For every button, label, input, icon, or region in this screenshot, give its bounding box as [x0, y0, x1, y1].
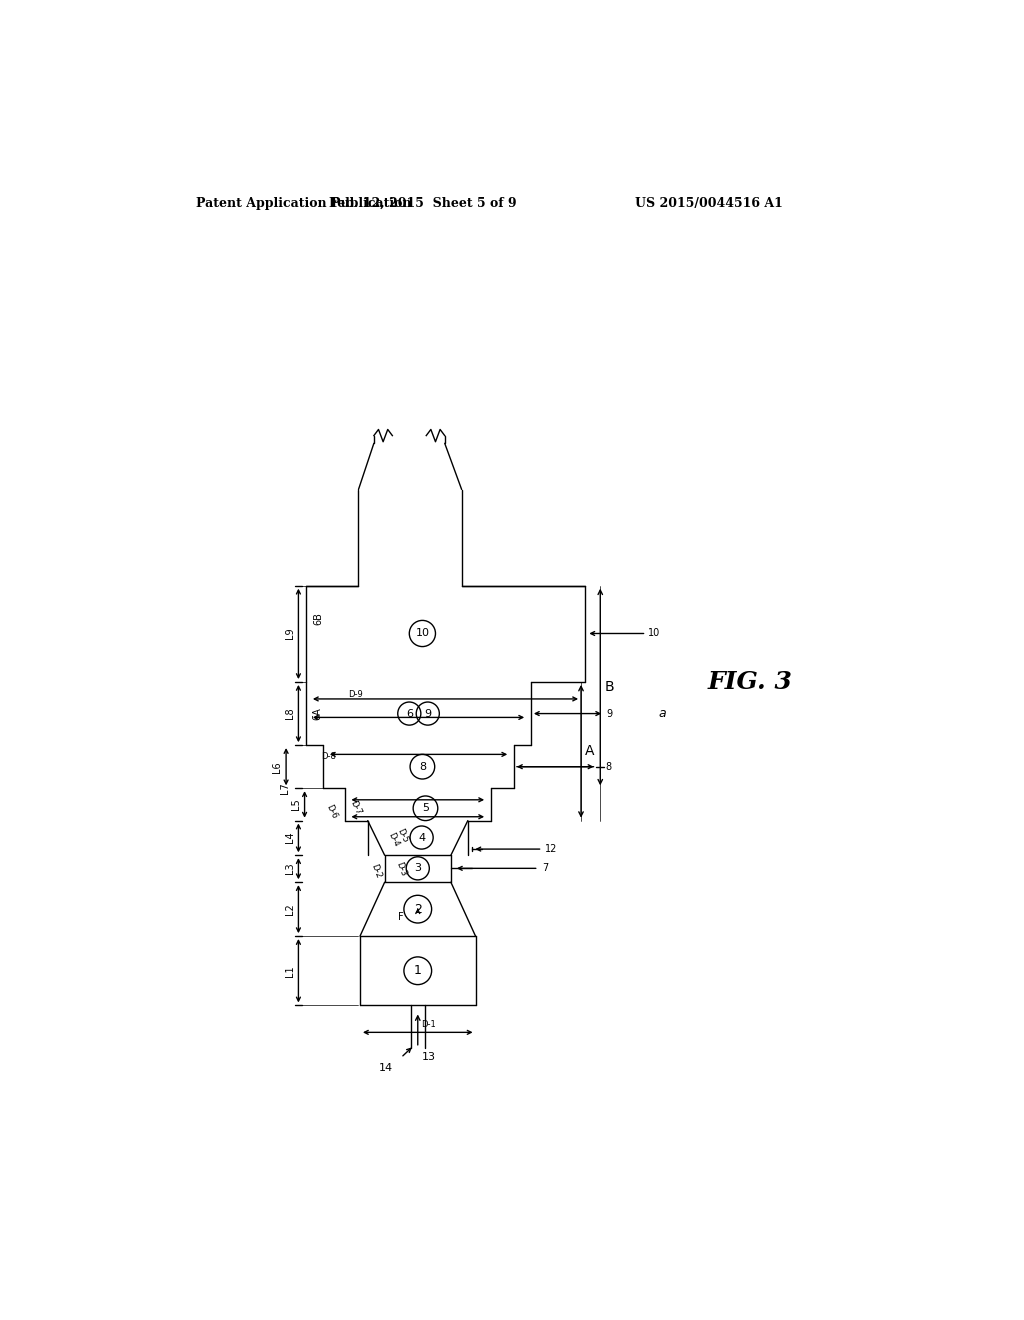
Text: 13: 13: [422, 1052, 435, 1061]
Text: 1: 1: [414, 964, 422, 977]
Text: Patent Application Publication: Patent Application Publication: [196, 197, 412, 210]
Text: L1: L1: [285, 965, 295, 977]
Text: D-3: D-3: [394, 861, 408, 878]
Text: 10: 10: [416, 628, 429, 639]
Text: 10: 10: [648, 628, 660, 639]
Text: 5: 5: [422, 804, 429, 813]
Text: a: a: [658, 708, 666, 721]
Text: D-7: D-7: [348, 799, 362, 816]
Text: 9: 9: [606, 709, 612, 718]
Text: 7: 7: [543, 863, 549, 874]
Text: B: B: [605, 680, 614, 693]
Text: L3: L3: [285, 862, 295, 874]
Text: 6B: 6B: [313, 611, 324, 624]
Text: FIG. 3: FIG. 3: [708, 671, 793, 694]
Text: D-5: D-5: [395, 828, 410, 845]
Text: D-2: D-2: [370, 862, 383, 879]
Text: D-9: D-9: [348, 689, 364, 698]
Text: L7: L7: [280, 783, 290, 795]
Text: D-4: D-4: [386, 832, 400, 849]
Text: 3: 3: [415, 863, 421, 874]
Text: 4: 4: [418, 833, 425, 842]
Text: 6A: 6A: [312, 708, 323, 719]
Text: F: F: [398, 912, 403, 921]
Text: US 2015/0044516 A1: US 2015/0044516 A1: [635, 197, 782, 210]
Text: L2: L2: [285, 903, 295, 915]
Text: 8: 8: [419, 762, 426, 772]
Text: 9: 9: [424, 709, 431, 718]
Text: L5: L5: [291, 799, 301, 810]
Text: 8: 8: [605, 762, 611, 772]
Text: 6: 6: [406, 709, 413, 718]
Text: L9: L9: [285, 628, 295, 639]
Text: D-1: D-1: [422, 1020, 436, 1030]
Text: L8: L8: [285, 708, 295, 719]
Text: 14: 14: [379, 1063, 393, 1073]
Text: L6: L6: [272, 760, 283, 772]
Text: 12: 12: [545, 843, 557, 854]
Text: A: A: [585, 744, 594, 758]
Text: L4: L4: [285, 832, 295, 843]
Text: D-8: D-8: [322, 752, 337, 762]
Text: D-6: D-6: [324, 803, 339, 820]
Text: Feb. 12, 2015  Sheet 5 of 9: Feb. 12, 2015 Sheet 5 of 9: [330, 197, 517, 210]
Text: 2: 2: [414, 903, 422, 916]
